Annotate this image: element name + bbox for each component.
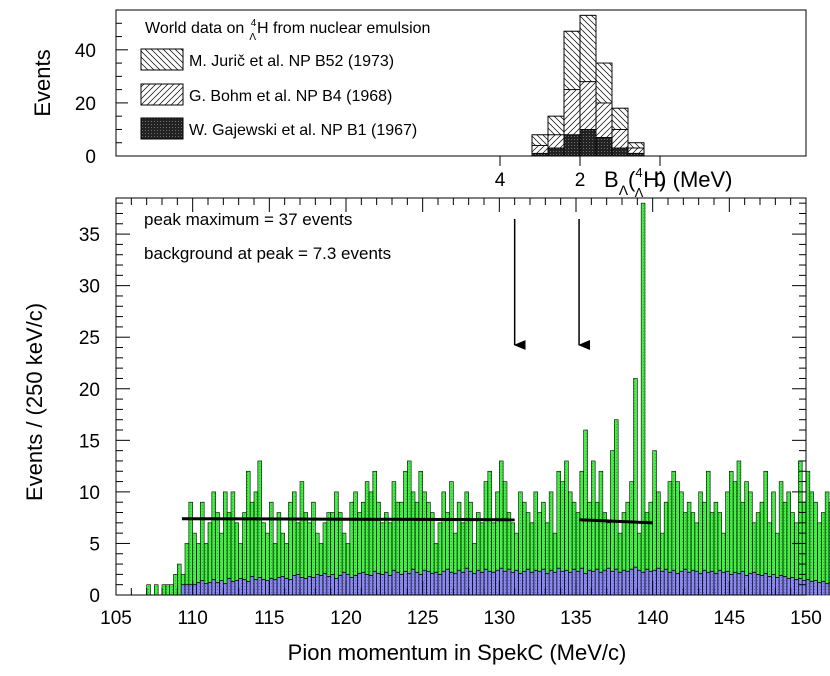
fit-line-2 <box>579 518 653 525</box>
annotation-background: background at peak = 7.3 events <box>144 244 391 263</box>
top-x-tick-label: 4 <box>495 170 506 191</box>
bottom-x-axis: 105 110 115 120 125 130 135 140 145 150 <box>100 198 822 629</box>
bottom-y-tick-label: 5 <box>89 534 100 555</box>
legend-swatch-bohm <box>140 83 184 106</box>
bottom-x-tick-label: 105 <box>100 608 132 629</box>
fit-line-1 <box>181 517 515 522</box>
top-y-tick-label: 20 <box>75 94 96 115</box>
top-x-tick-label: 2 <box>575 170 586 191</box>
top-x-tick-label: 0 <box>655 170 666 191</box>
bottom-y-tick-label: 0 <box>89 586 100 607</box>
legend-label-gajewski: W. Gajewski et al. NP B1 (1967) <box>189 122 417 139</box>
legend-label-jurich: M. Jurič et al. NP B52 (1973) <box>189 53 394 70</box>
bottom-y-tick-label: 25 <box>79 328 100 349</box>
bottom-y-tick-label: 30 <box>79 277 100 298</box>
top-bar-fill-3-4 <box>579 129 597 157</box>
bottom-x-tick-label: 125 <box>407 608 439 629</box>
top-histogram <box>531 14 645 157</box>
top-y-axis-label: Events <box>30 49 55 116</box>
top-chart-title: World data on 4 ΛH from nuclear emulsion <box>145 18 430 43</box>
top-x-axis-ticks: 4 2 0 <box>495 156 666 191</box>
data-histogram-fill <box>139 203 830 595</box>
bottom-y-tick-label: 20 <box>79 380 100 401</box>
top-x-axis-label: BΛ(4 ΛH) (MeV) <box>604 165 733 200</box>
bottom-y-tick-label: 35 <box>79 225 100 246</box>
top-y-axis: 0 20 40 <box>75 22 128 168</box>
bottom-y-tick-label: 15 <box>79 431 100 452</box>
legend-swatch-gajewski <box>140 117 184 140</box>
bottom-x-tick-label: 130 <box>483 608 515 629</box>
bottom-x-tick-label: 135 <box>560 608 592 629</box>
legend-label-bohm: G. Bohm et al. NP B4 (1968) <box>189 88 392 105</box>
top-y-tick-label: 0 <box>85 147 96 168</box>
bottom-y-axis-label: Events / (250 keV/c) <box>22 303 47 501</box>
bottom-x-axis-label: Pion momentum in SpekC (MeV/c) <box>288 640 627 665</box>
data-bar <box>828 501 830 596</box>
bottom-x-tick-label: 145 <box>713 608 745 629</box>
annotation-peak-max: peak maximum = 37 events <box>144 210 352 229</box>
fit-lines <box>181 517 653 525</box>
top-bar-fill-3-2 <box>547 147 565 157</box>
bottom-x-tick-label: 120 <box>330 608 362 629</box>
bottom-x-tick-label: 150 <box>790 608 822 629</box>
bottom-x-tick-label: 140 <box>637 608 669 629</box>
top-bar-fill-3-3 <box>563 134 581 157</box>
legend-swatch-jurich <box>140 48 184 71</box>
bottom-frame <box>115 197 807 596</box>
bottom-y-axis: 0 5 10 15 20 25 30 35 <box>79 202 806 607</box>
bottom-x-tick-label: 115 <box>254 608 284 629</box>
top-bar-fill-3-6 <box>611 147 629 157</box>
peak-arrows <box>513 219 591 350</box>
bottom-y-tick-label: 10 <box>79 483 100 504</box>
bottom-x-tick-label: 110 <box>178 608 208 629</box>
top-y-tick-label: 40 <box>75 41 96 62</box>
top-legend: M. Jurič et al. NP B52 (1973) G. Bohm et… <box>140 48 417 140</box>
top-bar-fill-3-5 <box>595 137 613 157</box>
